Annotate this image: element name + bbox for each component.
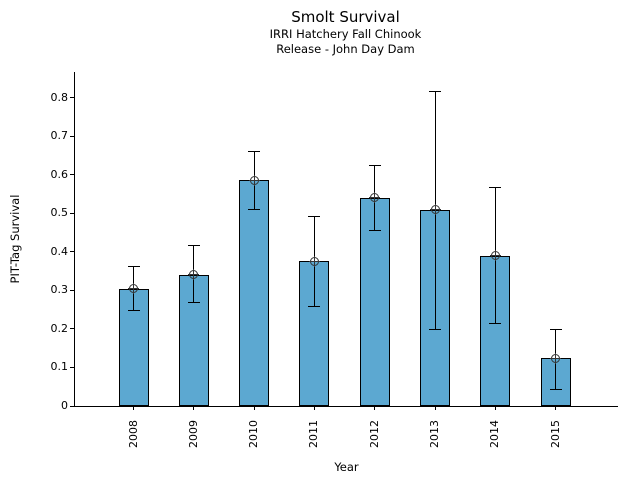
x-tick-label: 2008: [126, 420, 140, 448]
estimate-marker-icon: [550, 352, 562, 364]
x-axis-label: Year: [334, 460, 359, 474]
estimate-marker-icon: [308, 255, 320, 267]
y-tick-label: 0.6: [50, 167, 69, 181]
estimate-marker-icon: [188, 269, 200, 281]
y-tick: [70, 405, 74, 407]
error-cap-top: [368, 164, 381, 166]
estimate-marker-icon: [369, 192, 381, 204]
error-cap-top: [489, 187, 502, 189]
error-cap-bottom: [429, 328, 441, 330]
y-tick-label: 0.3: [50, 283, 69, 297]
error-cap-bottom: [489, 323, 502, 325]
y-tick: [70, 328, 74, 330]
plot-area: PIT-Tag Survival Year 0 0.1 0.2 0.3 0.4 0.5 0.…: [8, 72, 618, 474]
chart-subtitle-line1: IRRI Hatchery Fall Chinook: [269, 27, 422, 41]
error-cap-top: [127, 266, 140, 268]
y-axis-label: PIT-Tag Survival: [8, 194, 22, 284]
error-cap-top: [308, 215, 321, 217]
x-tick-label: 2011: [307, 420, 321, 448]
estimate-marker-icon: [489, 250, 501, 262]
x-tick-label: 2010: [247, 420, 261, 448]
estimate-marker-icon: [248, 174, 260, 186]
x-tick: [193, 406, 195, 410]
error-cap-top: [549, 329, 562, 331]
x-tick: [374, 406, 376, 410]
x-tick-label: 2014: [488, 420, 502, 448]
y-tick: [70, 97, 74, 99]
x-tick: [434, 406, 436, 410]
bar-2010: [239, 180, 270, 406]
y-tick: [70, 135, 74, 137]
error-cap-top: [187, 244, 200, 246]
y-tick: [70, 212, 74, 214]
x-tick-label: 2013: [428, 420, 441, 448]
error-cap-bottom: [127, 309, 140, 311]
chart-title: Smolt Survival: [291, 8, 400, 26]
y-tick-label: 0.5: [50, 206, 69, 220]
y-tick-label: 0.4: [50, 244, 69, 258]
y-tick: [70, 174, 74, 176]
y-tick-label: 0.1: [50, 360, 69, 374]
x-tick: [313, 406, 315, 410]
y-tick-label: 0.8: [50, 90, 69, 104]
title-block: Smolt Survival IRRI Hatchery Fall Chinoo…: [74, 8, 617, 57]
x-tick-label: 2015: [548, 420, 562, 448]
x-tick-label: 2009: [186, 420, 200, 448]
x-tick: [253, 406, 255, 410]
x-tick: [133, 406, 135, 410]
y-tick-label: 0.2: [50, 321, 69, 335]
estimate-marker-icon: [429, 204, 441, 216]
bar-2012: [359, 197, 390, 406]
x-tick: [494, 406, 496, 410]
error-cap-top: [248, 150, 261, 152]
x-tick-label: 2012: [367, 420, 381, 448]
error-cap-bottom: [248, 209, 261, 211]
y-tick-label: 0.7: [50, 129, 69, 143]
x-tick: [555, 406, 557, 410]
y-tick: [70, 289, 74, 291]
y-tick: [70, 251, 74, 253]
chart-subtitle-line2: Release - John Day Dam: [276, 42, 415, 56]
error-cap-bottom: [187, 301, 200, 303]
y-tick-label: 0: [61, 399, 68, 412]
error-cap-bottom: [368, 230, 381, 232]
y-tick: [70, 366, 74, 368]
error-cap-bottom: [549, 388, 562, 390]
error-cap-bottom: [308, 305, 321, 307]
estimate-marker-icon: [128, 283, 140, 295]
error-cap-top: [429, 91, 441, 93]
